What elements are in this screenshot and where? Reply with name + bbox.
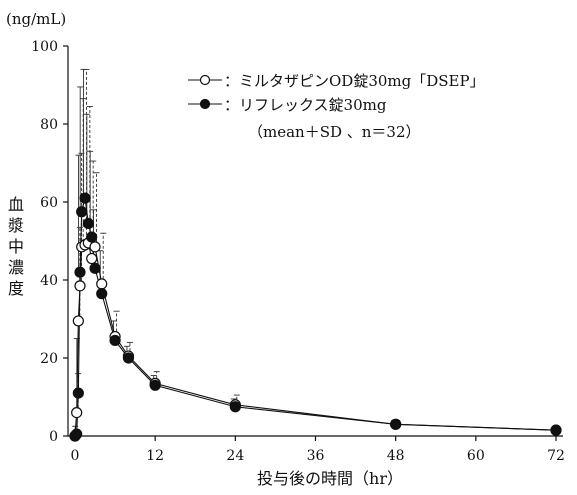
data-point-filled: [82, 217, 94, 230]
y-axis-title: 血 漿 中 濃 度: [8, 195, 24, 298]
data-point-filled: [86, 231, 98, 243]
plot-area: [69, 68, 562, 442]
y-tick-label: 40: [40, 273, 58, 289]
x-tick-label: 60: [467, 448, 485, 464]
legend-marker-open-circle: [199, 74, 211, 86]
x-tick-label: 24: [226, 448, 244, 464]
series-line-2: [74, 197, 557, 437]
y-tick-label: 60: [40, 195, 58, 211]
y-axis-title-char: 中: [8, 237, 24, 256]
y-unit-label: (ng/mL): [6, 10, 66, 28]
x-tick-label: 48: [387, 448, 405, 464]
data-point-open: [96, 278, 108, 290]
x-tick-label: 12: [146, 448, 164, 464]
y-tick-label: 80: [40, 117, 58, 133]
legend-note: （mean＋SD 、n＝32）: [248, 123, 421, 141]
x-axis-title: 投与後の時間（hr）: [257, 469, 403, 488]
y-axis-title-char: 濃: [8, 258, 24, 277]
data-point-open: [86, 252, 98, 265]
data-point-filled: [96, 288, 108, 300]
series-line-1: [74, 242, 557, 437]
data-point-filled: [71, 428, 83, 440]
markers-series-1: [69, 237, 562, 442]
data-point-open: [72, 315, 84, 327]
data-point-filled: [89, 262, 101, 274]
legend-label-series-2: ：リフレックス錠30mg: [224, 96, 387, 114]
x-tick-label: 0: [71, 448, 80, 464]
data-point-filled: [76, 206, 88, 218]
data-point-filled: [149, 379, 161, 391]
data-point-filled: [109, 334, 121, 347]
data-point-open: [89, 241, 101, 253]
y-axis-title-char: 漿: [8, 216, 24, 235]
y-axis-title-char: 血: [8, 195, 24, 214]
x-tick-label: 36: [307, 448, 325, 464]
data-point-open: [71, 407, 83, 419]
y-tick-label: 100: [31, 39, 58, 55]
markers-series-2: [69, 192, 562, 442]
y-tick-label: 20: [40, 351, 58, 367]
legend: ：ミルタザピンOD錠30mg「DSEP」 ：リフレックス錠30mg （mean＋…: [188, 72, 485, 141]
data-point-filled: [122, 352, 135, 364]
legend-label-series-1: ：ミルタザピンOD錠30mg「DSEP」: [224, 72, 485, 90]
data-point-filled: [390, 418, 402, 430]
y-ticks: 0 20 40 60 80 100: [31, 39, 68, 445]
data-point-filled: [79, 192, 91, 204]
data-point-filled: [72, 387, 84, 399]
data-point-open: [74, 280, 86, 292]
y-axis-title-char: 度: [8, 279, 24, 298]
y-tick-label: 0: [49, 429, 58, 445]
x-tick-label: 72: [547, 448, 565, 464]
x-ticks: 0 12 24 36 48 60 72: [71, 436, 565, 464]
data-point-filled: [74, 266, 86, 278]
data-point-filled: [229, 401, 241, 413]
legend-marker-filled-circle: [199, 98, 211, 110]
data-point-filled: [550, 424, 562, 436]
